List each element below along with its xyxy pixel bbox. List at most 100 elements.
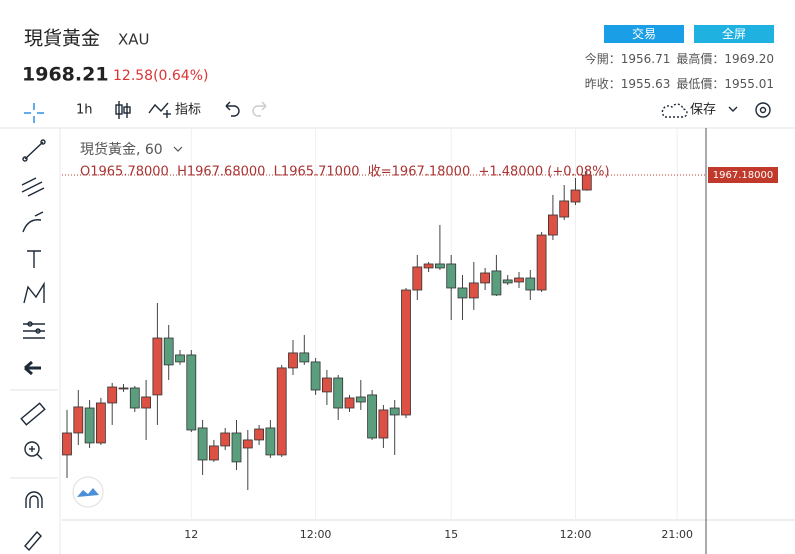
fullscreen-button[interactable] [694, 25, 774, 43]
candle-body [412, 266, 423, 291]
candle-body [378, 409, 389, 439]
x-tick-label: 12:00 [560, 528, 592, 541]
candle-body [581, 174, 592, 191]
candle-body [491, 270, 502, 296]
candle-body [220, 432, 231, 447]
cloud-icon[interactable] [661, 103, 688, 118]
candle-body [299, 352, 310, 363]
stat-label: 最低價： [676, 77, 724, 91]
ruler-tool[interactable] [20, 402, 46, 426]
candle-body [548, 214, 558, 236]
x-tick-label: 15 [444, 528, 458, 541]
stat-value: 1956.71 [621, 52, 671, 66]
legend-title: 現货黃金, 60 [80, 141, 163, 158]
last-price-label: 1967.18000 [713, 170, 773, 181]
candle-body [254, 428, 265, 441]
zoom-tool[interactable] [24, 441, 43, 460]
candle-body [163, 337, 174, 366]
legend-menu-icon[interactable] [173, 146, 183, 152]
candle-body [367, 394, 378, 439]
candle-body [502, 279, 513, 284]
fib-tool[interactable] [21, 177, 45, 197]
candle-body [208, 445, 219, 461]
pattern-tool[interactable] [23, 281, 45, 304]
measure-tool[interactable] [23, 321, 45, 339]
candle-body [141, 396, 152, 409]
candle-body [514, 277, 524, 283]
candle-body [73, 406, 84, 434]
candle-body [288, 352, 298, 369]
candle-body [152, 337, 163, 396]
candle-body [62, 432, 72, 456]
fullscreen-button-label[interactable]: 全屏 [722, 26, 746, 41]
stat-label: 最高價： [676, 51, 724, 66]
trade-button[interactable] [604, 25, 684, 43]
crosshair-tool[interactable] [24, 103, 44, 123]
candle-icon[interactable] [115, 101, 131, 119]
stat-label: 今開： [585, 51, 621, 66]
brush-tool[interactable] [22, 211, 44, 233]
trade-button-label[interactable]: 交易 [632, 26, 656, 41]
magnet-tool[interactable] [25, 491, 43, 508]
candle-body [84, 407, 95, 444]
candle-body [242, 439, 253, 449]
candle-body [175, 354, 185, 363]
undo-icon[interactable] [225, 101, 240, 117]
lock-tool[interactable] [24, 530, 42, 552]
stats-row: 昨收：1955.63 最低價：1955.01 [585, 77, 774, 91]
candle-body [118, 387, 129, 390]
indicator-button[interactable]: 指标 [175, 103, 201, 118]
candle-body [321, 377, 332, 393]
candle-body [434, 263, 445, 269]
candle-body [389, 407, 400, 416]
candle-body [310, 361, 321, 391]
drawing-toolbar [10, 103, 61, 554]
candle-body [457, 287, 468, 299]
candle-body [355, 396, 366, 403]
logo [77, 488, 99, 497]
text-tool[interactable] [27, 250, 41, 268]
interval[interactable]: 1h [76, 103, 93, 118]
save-button[interactable]: 保存 [690, 103, 716, 118]
candle-body [446, 263, 457, 289]
x-tick-label: 21:00 [661, 528, 693, 541]
logo-badge [72, 476, 104, 508]
instrument-name: 現貨黃金 [24, 28, 100, 50]
candle-body [468, 282, 479, 299]
x-tick-label: 12:00 [300, 528, 332, 541]
candle-body [344, 397, 355, 409]
candle-body [129, 387, 140, 409]
legend-ohlc: O1965.78000 H1967.68000 L1965.71000 收=19… [80, 165, 610, 180]
line-tool[interactable] [22, 139, 46, 162]
candle-body [96, 402, 106, 444]
candle-body [265, 427, 276, 456]
save-menu-icon[interactable] [728, 106, 738, 112]
candle-body [401, 289, 411, 416]
stat-value: 1969.20 [724, 52, 774, 66]
candle-body [276, 367, 287, 456]
stat-value: 1955.01 [724, 77, 774, 91]
candle-body [186, 354, 197, 431]
x-tick-label: 12 [184, 528, 198, 541]
stats-row: 今開：1956.71 最高價：1969.20 [585, 51, 774, 66]
candle-body [570, 189, 581, 203]
candle-body [197, 427, 208, 461]
candle-body [480, 272, 491, 284]
back-tool[interactable] [24, 360, 41, 376]
candle-body [231, 432, 242, 463]
redo-icon[interactable] [252, 101, 267, 117]
stat-label: 昨收： [585, 77, 621, 91]
candle-body [423, 263, 434, 269]
candle-body [525, 277, 536, 291]
stat-value: 1955.63 [621, 77, 671, 91]
settings-icon[interactable] [755, 102, 771, 118]
indicator-icon[interactable] [148, 102, 171, 118]
price-change: 12.58(0.64%) [113, 68, 208, 84]
last-price-badge [708, 167, 778, 184]
candle-body [559, 200, 570, 218]
price: 1968.21 [22, 64, 109, 86]
candle-body [333, 377, 344, 409]
candle-body [536, 234, 547, 291]
instrument-symbol: XAU [118, 31, 150, 49]
